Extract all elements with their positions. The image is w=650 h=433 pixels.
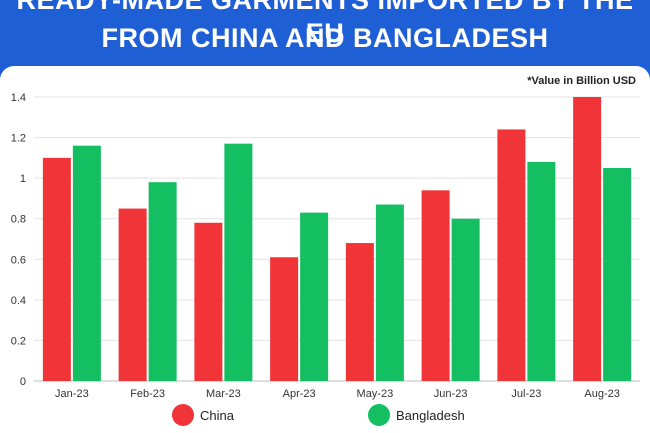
bar-bangladesh-mar-23 (224, 143, 253, 381)
x-axis-ticks: Jan-23 Feb-23 Mar-23 Apr-23 May-23 Jun-23 Jul-… (55, 388, 620, 400)
bar-china-mar-23 (194, 222, 223, 381)
x-tick-label: Jun-23 (434, 388, 468, 400)
bar-bangladesh-feb-23 (148, 182, 177, 381)
chart-title: READY-MADE GARMENTS IMPORTED BY THE EU F… (0, 0, 650, 66)
bar-bangladesh-jun-23 (451, 218, 480, 381)
y-tick-label: 0.2 (11, 335, 26, 347)
bar-china-feb-23 (118, 208, 147, 381)
x-tick-label: Jan-23 (55, 388, 89, 400)
legend-swatch-bangladesh (368, 404, 390, 426)
title-line-2: FROM CHINA AND BANGLADESH (101, 23, 549, 53)
bar-china-may-23 (345, 243, 374, 381)
bar-bangladesh-apr-23 (300, 212, 329, 381)
legend-swatch-china (172, 404, 194, 426)
bar-bangladesh-jul-23 (527, 161, 556, 381)
x-tick-label: May-23 (357, 388, 394, 400)
y-tick-label: 0 (20, 376, 26, 388)
x-tick-label: Mar-23 (206, 388, 241, 400)
value-unit-note: *Value in Billion USD (527, 75, 636, 87)
bar-china-apr-23 (270, 257, 299, 381)
bar-china-aug-23 (573, 97, 602, 381)
y-tick-label: 0.8 (11, 214, 26, 226)
y-tick-label: 1.4 (11, 92, 26, 104)
y-tick-label: 1.2 (11, 133, 26, 145)
legend-label-bangladesh: Bangladesh (396, 408, 465, 423)
y-axis-ticks: 0 0.2 0.4 0.6 0.8 1 1.2 1.4 (11, 92, 26, 388)
x-tick-label: Apr-23 (283, 388, 316, 400)
bars (42, 97, 632, 381)
bar-china-jan-23 (42, 157, 71, 381)
y-tick-label: 1 (20, 173, 26, 185)
legend-label-china: China (200, 408, 235, 423)
x-tick-label: Jul-23 (511, 388, 541, 400)
bar-bangladesh-jan-23 (72, 145, 101, 381)
x-tick-label: Aug-23 (584, 388, 619, 400)
x-tick-label: Feb-23 (130, 388, 165, 400)
title-line-1: READY-MADE GARMENTS IMPORTED BY THE EU (16, 0, 634, 48)
bar-china-jun-23 (421, 190, 450, 381)
y-tick-label: 0.4 (11, 295, 26, 307)
bar-china-jul-23 (497, 129, 526, 381)
bar-bangladesh-may-23 (375, 204, 404, 381)
bar-bangladesh-aug-23 (603, 168, 632, 381)
legend: China Bangladesh (172, 404, 465, 426)
y-tick-label: 0.6 (11, 254, 26, 266)
